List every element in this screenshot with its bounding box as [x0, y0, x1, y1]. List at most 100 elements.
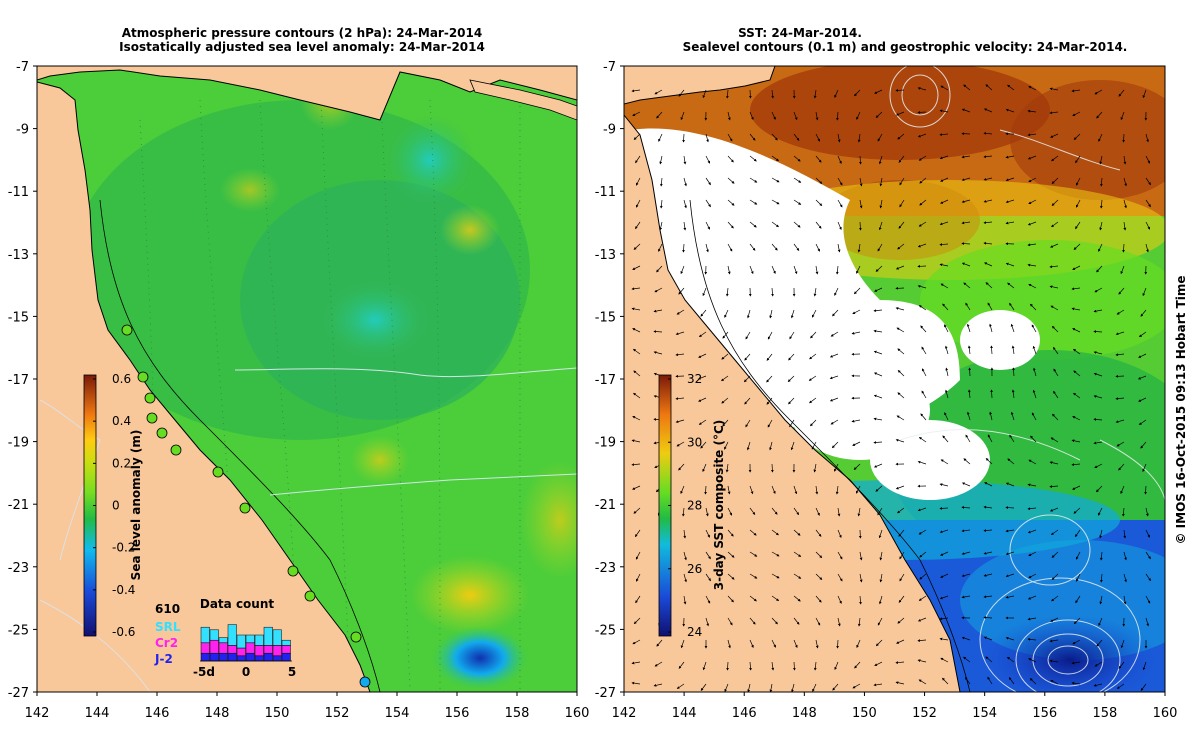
velocity-arrow [989, 323, 993, 333]
velocity-arrow [1005, 262, 1015, 267]
velocity-arrow [815, 133, 820, 142]
velocity-arrow [727, 199, 735, 206]
velocity-arrow [632, 265, 641, 270]
velocity-arrow [680, 639, 685, 649]
ssla-colorbar-label: Sea level anomaly (m) [129, 430, 143, 581]
velocity-arrow [683, 595, 687, 605]
velocity-arrow [815, 111, 819, 121]
velocity-arrow [829, 353, 839, 358]
colorbar-tick-label: 28 [687, 499, 702, 513]
land-new-guinea [37, 66, 577, 121]
velocity-arrow [873, 394, 883, 399]
velocity-arrow [1051, 177, 1059, 184]
land-australia [37, 81, 371, 692]
velocity-arrow [1051, 199, 1059, 206]
velocity-arrow [1007, 282, 1015, 289]
velocity-arrow [815, 199, 823, 207]
velocity-arrow [744, 397, 751, 405]
velocity-arrow [940, 657, 949, 663]
colorbar-tick-label: -0.4 [112, 583, 135, 597]
velocity-arrow [919, 199, 927, 206]
velocity-arrow [1030, 435, 1037, 443]
ssla-low-eddy [320, 280, 430, 360]
velocity-arrow [1028, 86, 1037, 91]
velocity-arrow [961, 506, 971, 509]
velocity-arrow [919, 177, 927, 184]
velocity-arrow [815, 221, 822, 229]
velocity-arrow [1049, 285, 1059, 289]
velocity-arrow [727, 155, 734, 163]
sst-hot-core [1010, 80, 1165, 200]
velocity-arrow [878, 155, 883, 165]
tide-gauge [156, 427, 168, 439]
velocity-arrow [1099, 595, 1103, 605]
velocity-arrow [1123, 595, 1127, 605]
velocity-arrow [1145, 529, 1150, 538]
velocity-arrow [1142, 89, 1147, 99]
velocity-arrow [1145, 133, 1149, 143]
velocity-arrow [899, 551, 905, 560]
sealevel-contour [1047, 645, 1089, 675]
velocity-arrow [1049, 461, 1059, 465]
velocity-arrow [771, 155, 780, 162]
lon-tick-label: 144 [672, 706, 697, 721]
velocity-arrow [1007, 84, 1015, 91]
velocity-arrow [857, 243, 861, 253]
velocity-arrow [875, 485, 883, 492]
velocity-arrow [1094, 661, 1103, 667]
velocity-arrow [792, 661, 796, 671]
velocity-arrow [835, 485, 839, 495]
velocity-arrow [983, 155, 993, 159]
velocity-arrow [873, 683, 883, 687]
velocity-arrow [856, 485, 861, 494]
velocity-arrow [940, 85, 949, 91]
velocity-arrow [771, 595, 780, 602]
velocity-arrow [1051, 413, 1059, 421]
velocity-arrow [705, 551, 711, 560]
velocity-arrow [877, 617, 883, 626]
colorbar-tick-label: 0.6 [112, 372, 131, 386]
velocity-arrow [632, 416, 641, 421]
tide-gauge-markers [121, 324, 371, 688]
velocity-arrow [939, 263, 949, 267]
velocity-arrow [961, 573, 971, 577]
velocity-arrow [793, 551, 802, 557]
velocity-arrow [1145, 617, 1150, 627]
velocity-arrow [810, 419, 817, 427]
land-new-britain [469, 79, 577, 121]
velocity-arrow [1049, 507, 1059, 512]
velocity-arrow [631, 681, 641, 685]
tide-gauge [146, 412, 158, 424]
velocity-arrow [749, 133, 756, 141]
velocity-arrow [767, 331, 773, 340]
velocity-arrow [857, 617, 861, 627]
velocity-arrow [1120, 111, 1125, 121]
velocity-arrow [837, 221, 842, 230]
velocity-arrow [653, 330, 663, 333]
velocity-arrow [945, 367, 949, 377]
velocity-arrow [917, 243, 927, 248]
velocity-arrow [879, 595, 883, 605]
velocity-arrow [1027, 617, 1037, 621]
velocity-arrow [771, 507, 778, 515]
velocity-arrow [1005, 573, 1015, 578]
velocity-arrow [963, 656, 971, 663]
velocity-arrow [940, 459, 949, 465]
sealevel-contour [1015, 619, 1121, 692]
velocity-arrow [1098, 617, 1103, 626]
colorbar-tick-label: 0 [112, 499, 120, 513]
lon-tick-label: 154 [385, 706, 410, 721]
right-lat-axis: -7 -9 -11 -13 -15 -17 -19 -21 -23 -25 -27 [595, 60, 624, 701]
lon-tick-label: 158 [1092, 706, 1117, 721]
colorbar-tick-label: 32 [687, 372, 702, 386]
tide-gauge [170, 444, 182, 456]
sealevel-contour [979, 577, 1141, 692]
velocity-arrow [727, 133, 733, 142]
velocity-arrow [1033, 367, 1037, 377]
velocity-arrow [1050, 243, 1059, 248]
lon-tick-label: 156 [1032, 706, 1057, 721]
velocity-arrow [633, 243, 641, 250]
velocity-arrow [789, 419, 795, 428]
velocity-arrow [1140, 309, 1147, 317]
